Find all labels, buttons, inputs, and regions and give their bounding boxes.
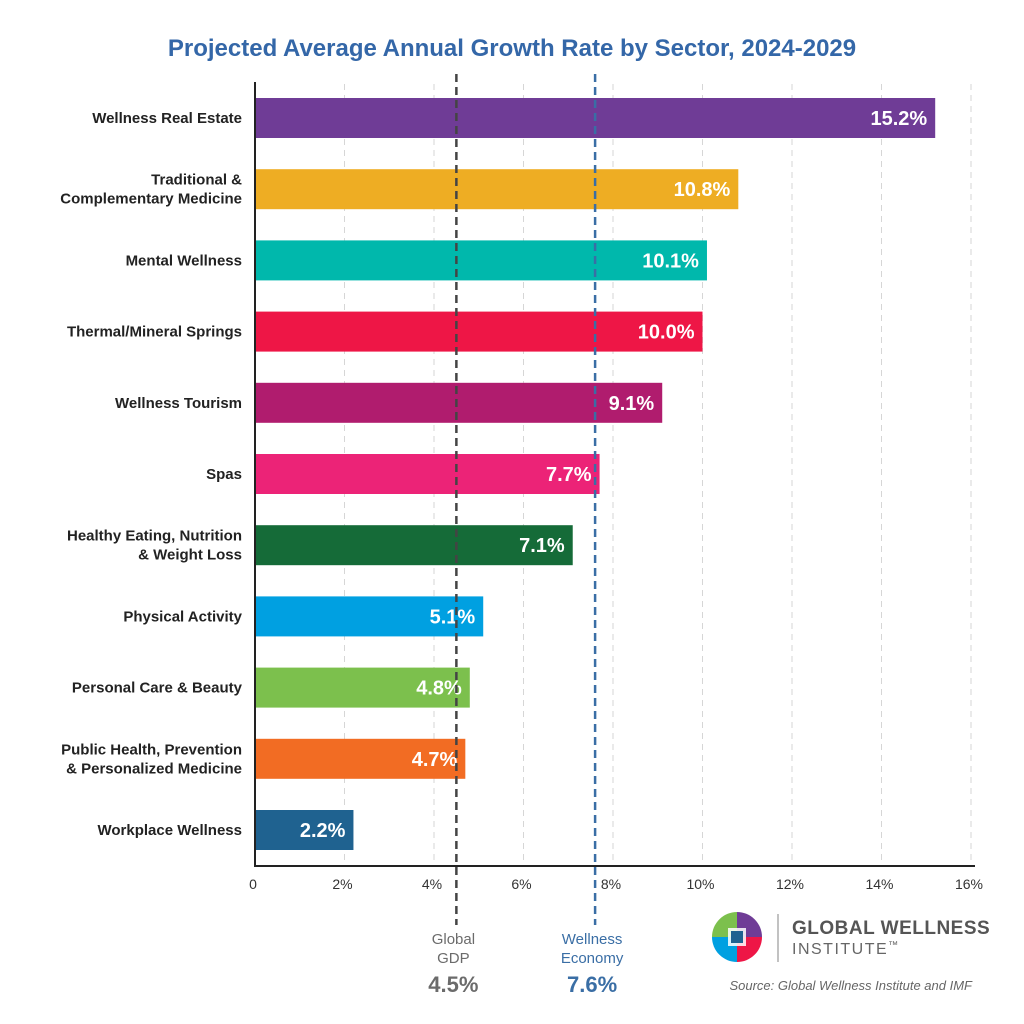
bar-value-label: 5.1% [430, 606, 476, 628]
bar [255, 169, 739, 210]
x-tick-labels: 0 2% 4% 6% 8% 10% 12% 14% 16% [249, 876, 983, 892]
category-label: Traditional & Complementary Medicine [60, 172, 242, 208]
x-tick-label: 14% [865, 876, 893, 892]
source-note: Source: Global Wellness Institute and IM… [729, 978, 973, 993]
bar-value-label: 4.7% [412, 749, 458, 771]
category-label: Mental Wellness [126, 252, 242, 269]
logo-tm: ™ [888, 940, 900, 951]
x-tick-label: 4% [422, 876, 442, 892]
bar-value-label: 10.1% [642, 250, 699, 272]
gwi-logo-icon [712, 912, 762, 962]
reference-value: 4.5% [428, 972, 478, 997]
x-tick-label: 10% [686, 876, 714, 892]
category-label: Personal Care & Beauty [72, 680, 243, 697]
category-label: Healthy Eating, Nutrition & Weight Loss [67, 528, 242, 564]
logo-sub: INSTITUTE™ [792, 940, 900, 958]
bar-value-label: 10.0% [638, 322, 695, 344]
category-label: Workplace Wellness [97, 822, 242, 839]
bar-value-label: 15.2% [870, 108, 927, 130]
bar [255, 596, 484, 637]
x-tick-label: 8% [601, 876, 621, 892]
reference-labels: Global GDP 4.5% Wellness Economy 7.6% [428, 931, 624, 997]
bar-value-label: 10.8% [674, 179, 731, 201]
gwi-logo: GLOBAL WELLNESS INSTITUTE™ [712, 912, 990, 962]
category-label: Wellness Real Estate [92, 110, 242, 127]
x-tick-label: 12% [776, 876, 804, 892]
category-labels: Wellness Real Estate Traditional & Complem… [60, 110, 242, 839]
x-tick-label: 2% [332, 876, 352, 892]
bar [255, 240, 707, 281]
category-label: Public Health, Prevention & Personalized … [61, 741, 242, 777]
bar-value-label: 2.2% [300, 820, 346, 842]
reference-lines [455, 74, 597, 925]
category-label: Thermal/Mineral Springs [67, 324, 242, 341]
bar-value-label: 7.1% [519, 535, 565, 557]
bar-value-label: 9.1% [609, 393, 655, 415]
bar [255, 454, 600, 494]
x-tick-label: 6% [511, 876, 531, 892]
x-tick-label: 16% [955, 876, 983, 892]
axes [254, 82, 975, 867]
logo-name: GLOBAL WELLNESS [792, 918, 990, 939]
bar [255, 525, 573, 566]
logo-sub-text: INSTITUTE [792, 941, 888, 958]
bars-layer: 15.2% 10.8% 10.1% 10.0% 9.1% 7.7% 7.1% 5.1% 4.8%… [255, 98, 936, 850]
reference-value: 7.6% [567, 972, 617, 997]
bar [255, 382, 663, 423]
x-tick-label: 0 [249, 876, 257, 892]
category-label: Physical Activity [123, 608, 242, 625]
category-label: Wellness Tourism [115, 395, 242, 412]
reference-label: Economy [561, 950, 624, 967]
bar [255, 667, 470, 708]
bar-value-label: 4.8% [416, 678, 462, 700]
reference-label: Global [432, 931, 475, 948]
bar [255, 738, 466, 779]
reference-label: GDP [437, 950, 470, 967]
bar-value-label: 7.7% [546, 464, 592, 486]
category-label: Spas [206, 466, 242, 483]
chart-title: Projected Average Annual Growth Rate by … [168, 35, 856, 62]
bar [255, 810, 354, 850]
reference-label: Wellness [562, 931, 623, 948]
bar [255, 311, 703, 352]
